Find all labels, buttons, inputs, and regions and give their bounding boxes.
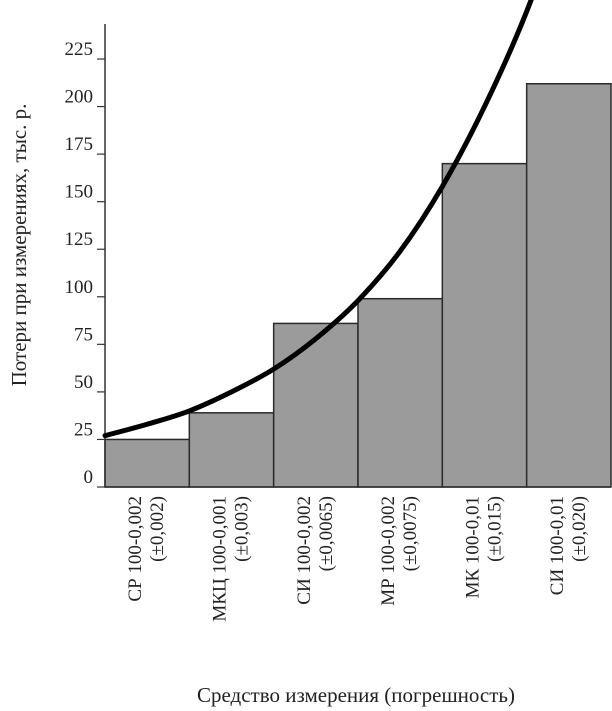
y-tick-label: 0 (84, 467, 94, 488)
trend-curve (102, 0, 534, 439)
bar (272, 322, 359, 488)
x-category-label-line: МКЦ 100-0,001 (210, 496, 231, 622)
x-category-label-line: МР 100-0,002 (378, 496, 399, 606)
bars-group (104, 82, 612, 488)
y-tick-label: 225 (65, 39, 94, 60)
x-category-label-line: МК 100-0,01 (463, 496, 484, 598)
y-tick-label: 150 (65, 182, 94, 203)
x-category-label: СР 100-0,002 (±0,002) (125, 496, 168, 602)
x-labels-group: СР 100-0,002 (±0,002) МКЦ 100-0,001 (±0,003… (125, 496, 590, 622)
y-tick-label: 200 (65, 87, 94, 108)
y-tick-label: 175 (65, 134, 94, 155)
y-tick-label: 75 (74, 324, 93, 345)
x-category-label: МК 100-0,01 (±0,015) (463, 496, 506, 598)
x-category-label-line: СР 100-0,002 (125, 496, 146, 602)
x-category-label-line: (±0,002) (147, 496, 168, 562)
x-category-label: МКЦ 100-0,001 (±0,003) (210, 496, 253, 622)
x-category-label-line: (±0,0075) (400, 496, 421, 571)
x-category-label: СИ 100-0,01 (±0,020) (547, 496, 590, 595)
bar (525, 82, 612, 488)
axes-group (104, 24, 611, 488)
bar (188, 412, 275, 488)
y-ticks-group: 0 25 50 75 100 125 150 175 200 225 (65, 39, 105, 488)
y-tick-label: 100 (65, 277, 94, 298)
x-category-label-line: (±0,015) (485, 496, 506, 562)
x-category-label: СИ 100-0,002 (±0,0065) (294, 496, 337, 605)
x-axis-label: Средство измерения (погрешность) (197, 683, 515, 707)
x-category-label-line: СИ 100-0,01 (547, 496, 568, 595)
x-category-label-line: СИ 100-0,002 (294, 496, 315, 605)
y-tick-label: 25 (74, 419, 93, 440)
x-category-label-line: (±0,0065) (316, 496, 337, 571)
x-category-label: МР 100-0,002 (±0,0075) (378, 496, 421, 606)
bar (357, 297, 444, 488)
y-tick-label: 125 (65, 229, 94, 250)
bar (104, 438, 191, 488)
y-tick-label: 50 (74, 372, 93, 393)
y-axis-label: Потери при измерениях, тыс. р. (7, 104, 31, 387)
bar (441, 162, 528, 488)
x-category-label-line: (±0,020) (569, 496, 590, 562)
x-category-label-line: (±0,003) (232, 496, 253, 562)
